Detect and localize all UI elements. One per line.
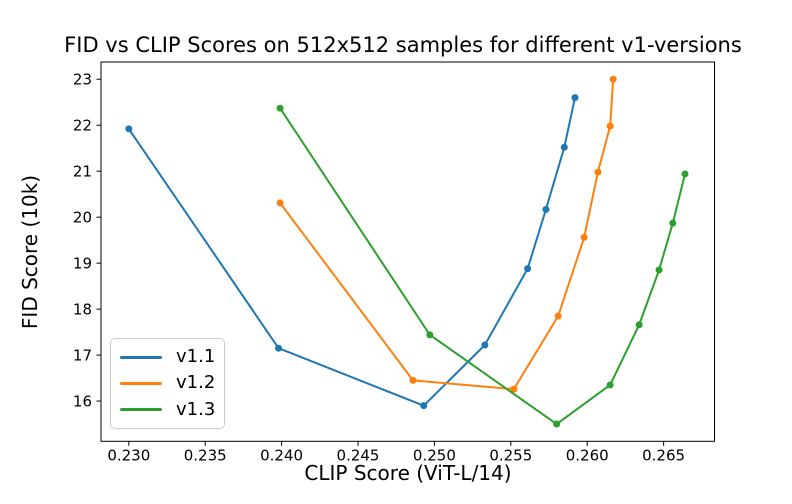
data-point-v1.2	[554, 312, 562, 320]
data-point-v1.3	[681, 170, 689, 178]
legend-line-sample	[120, 381, 162, 385]
series-line-v1.1	[127, 96, 576, 407]
legend-line-sample	[120, 355, 162, 359]
legend-line-sample	[120, 408, 162, 412]
y-tick-label: 17	[73, 347, 92, 365]
x-tick-label: 0.240	[260, 446, 303, 464]
data-point-v1.3	[655, 266, 663, 274]
data-point-v1.2	[276, 199, 284, 207]
x-tick-label: 0.265	[642, 446, 685, 464]
data-point-v1.3	[606, 381, 614, 389]
x-tick-label: 0.250	[413, 446, 456, 464]
data-point-v1.1	[524, 265, 532, 273]
y-tick-label: 20	[73, 209, 92, 227]
legend: v1.1 v1.2 v1.3	[110, 338, 225, 429]
data-point-v1.2	[510, 385, 518, 393]
legend-item-label: v1.2	[176, 372, 216, 394]
data-point-v1.2	[606, 122, 614, 130]
y-tick-label: 22	[73, 117, 92, 135]
y-tick-label: 21	[73, 163, 92, 181]
y-tick-label: 23	[73, 71, 92, 89]
data-point-v1.2	[609, 75, 617, 83]
legend-item-v1.3: v1.3	[120, 397, 215, 423]
data-point-v1.2	[409, 376, 417, 384]
data-point-v1.1	[542, 205, 550, 213]
data-point-v1.3	[276, 104, 284, 112]
x-tick-label: 0.245	[337, 446, 380, 464]
data-point-v1.1	[275, 344, 283, 352]
y-tick-label: 18	[73, 301, 92, 319]
x-axis-label: CLIP Score (ViT-L/14)	[304, 461, 512, 485]
series-line-v1.2	[279, 78, 615, 391]
series-line-v1.3	[279, 107, 687, 426]
data-point-v1.1	[481, 341, 489, 349]
x-tick-label: 0.230	[107, 446, 150, 464]
data-point-v1.3	[553, 420, 561, 428]
data-point-v1.1	[571, 94, 579, 102]
data-point-v1.3	[426, 331, 434, 339]
data-point-v1.1	[420, 402, 428, 410]
x-tick-label: 0.235	[184, 446, 227, 464]
chart-title: FID vs CLIP Scores on 512x512 samples fo…	[64, 33, 742, 57]
x-tick-label: 0.260	[566, 446, 609, 464]
data-point-v1.3	[669, 219, 677, 227]
y-tick-label: 19	[73, 255, 92, 273]
x-tick-label: 0.255	[489, 446, 532, 464]
legend-item-v1.2: v1.2	[120, 370, 215, 396]
y-tick-label: 16	[73, 393, 92, 411]
legend-item-label: v1.3	[176, 398, 216, 420]
legend-item-label: v1.1	[176, 346, 216, 368]
data-point-v1.1	[125, 125, 133, 133]
data-point-v1.3	[635, 321, 643, 329]
legend-item-v1.1: v1.1	[120, 344, 215, 370]
data-point-v1.1	[560, 143, 568, 151]
y-axis-label: FID Score (10k)	[18, 174, 42, 330]
data-point-v1.2	[580, 233, 588, 241]
plot-border	[100, 61, 715, 442]
data-point-v1.2	[594, 168, 602, 176]
